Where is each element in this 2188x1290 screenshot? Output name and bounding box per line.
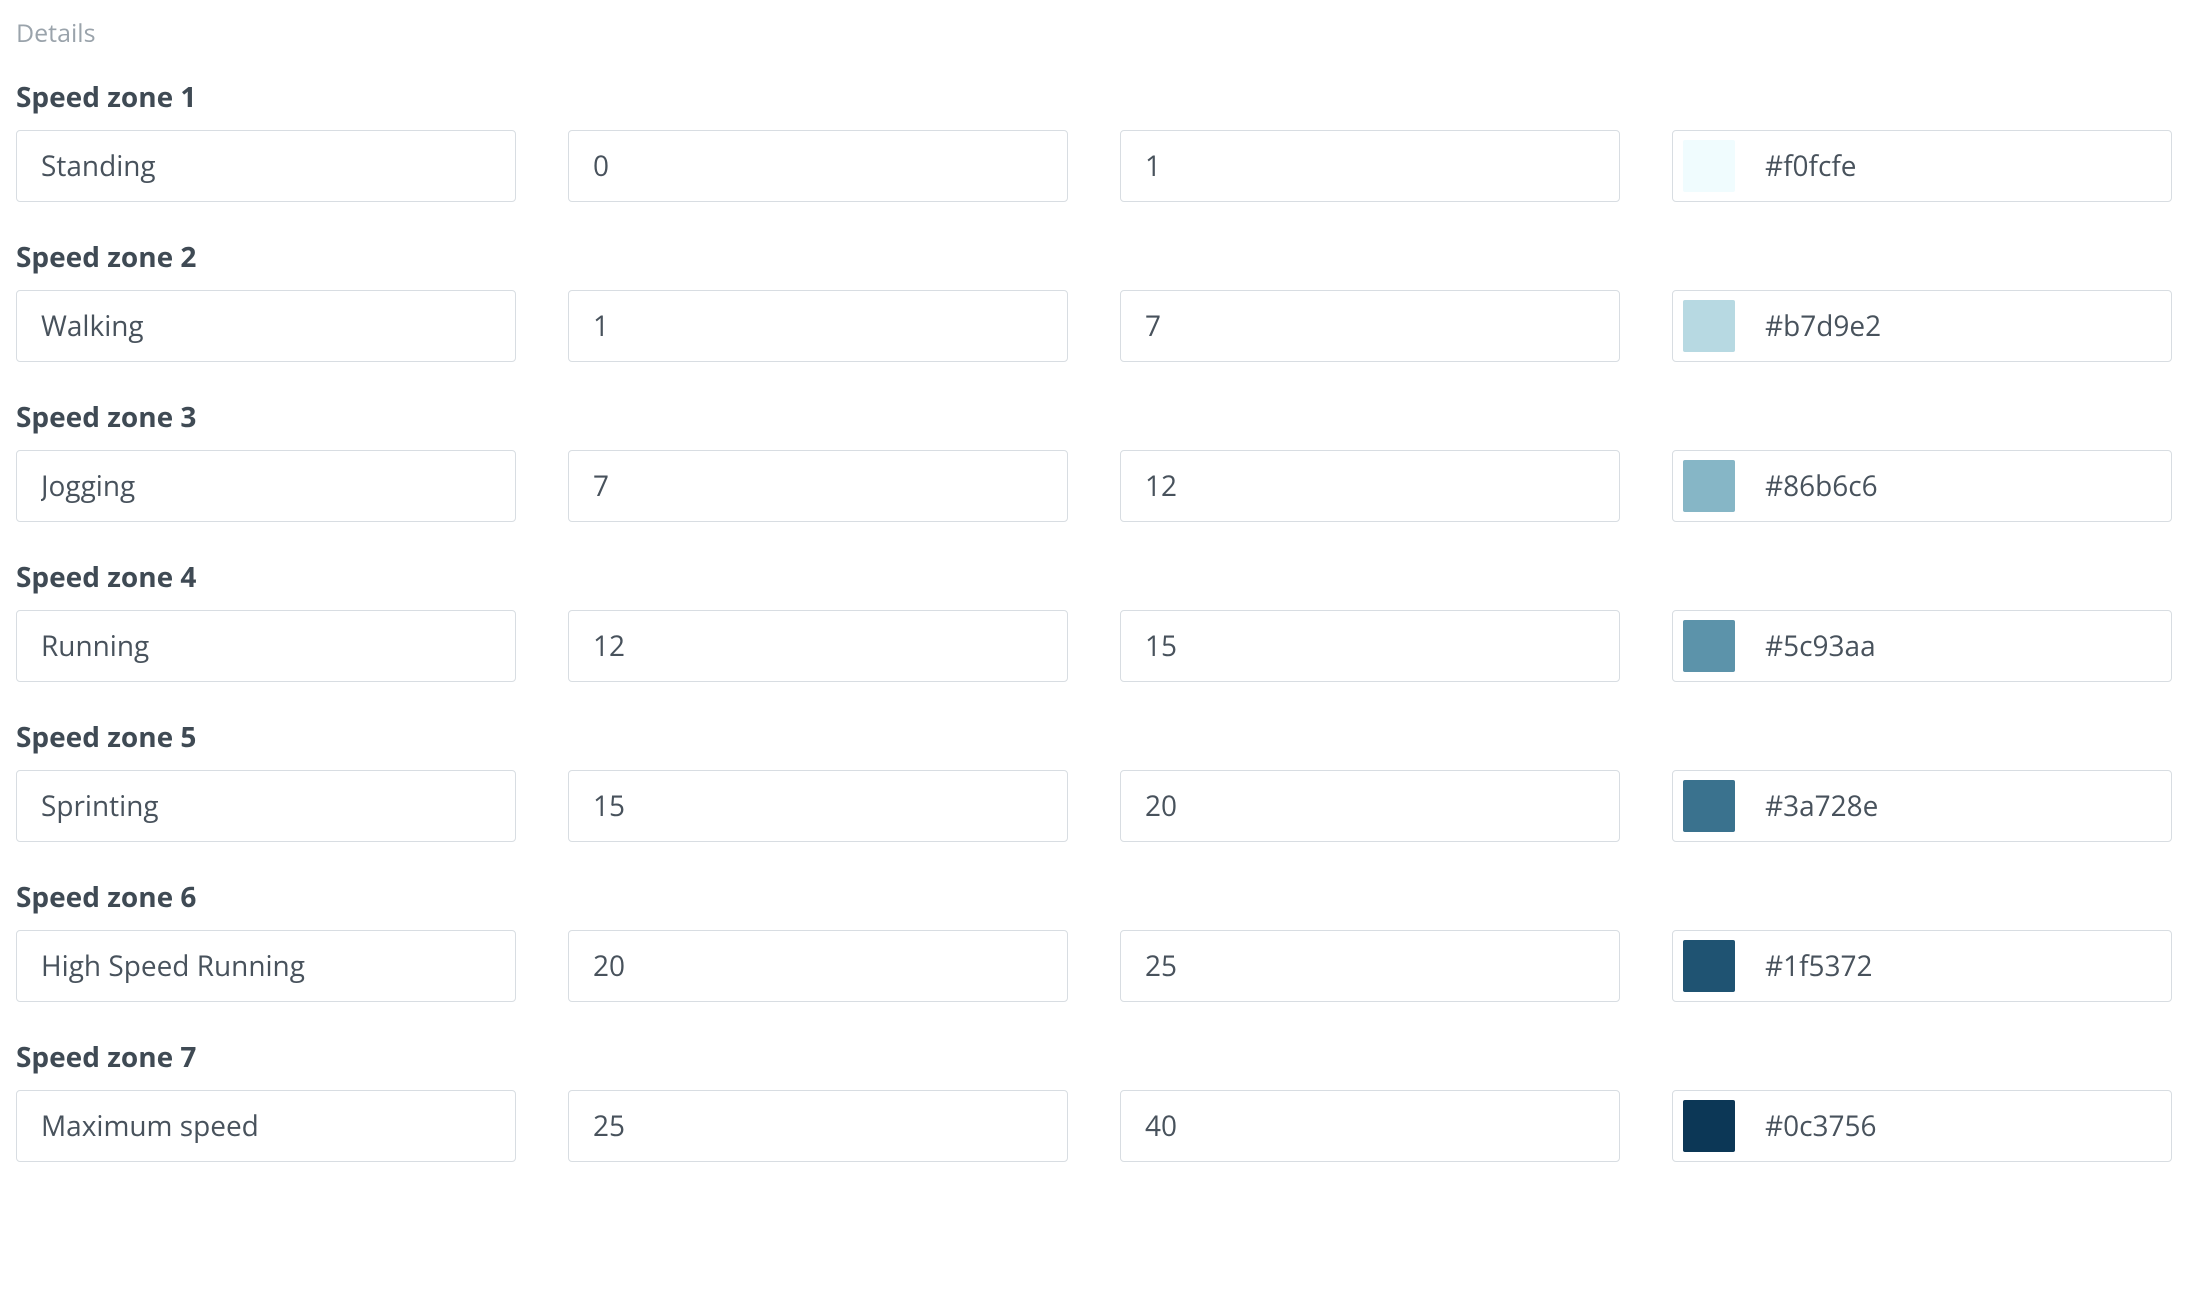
- zones-list: Speed zone 1 Speed zone 2 Speed zone 3 Spee…: [16, 78, 2172, 1162]
- zone-max-input[interactable]: [1143, 1106, 1597, 1146]
- zone-min-field[interactable]: [568, 290, 1068, 362]
- zone-max-input[interactable]: [1143, 306, 1597, 346]
- zone-block: Speed zone 6: [16, 878, 2172, 1002]
- zone-label: Speed zone 2: [16, 238, 2172, 276]
- zone-min-field[interactable]: [568, 610, 1068, 682]
- zone-row: [16, 450, 2172, 522]
- zone-name-input[interactable]: [39, 626, 493, 666]
- color-swatch[interactable]: [1683, 460, 1735, 512]
- zone-min-input[interactable]: [591, 946, 1045, 986]
- zone-color-field[interactable]: [1672, 130, 2172, 202]
- zone-color-field[interactable]: [1672, 770, 2172, 842]
- zone-min-field[interactable]: [568, 130, 1068, 202]
- zone-max-field[interactable]: [1120, 450, 1620, 522]
- zone-name-field[interactable]: [16, 770, 516, 842]
- zone-max-input[interactable]: [1143, 626, 1597, 666]
- zone-block: Speed zone 4: [16, 558, 2172, 682]
- zone-row: [16, 610, 2172, 682]
- zone-block: Speed zone 3: [16, 398, 2172, 522]
- zone-max-input[interactable]: [1143, 946, 1597, 986]
- zone-color-field[interactable]: [1672, 1090, 2172, 1162]
- zone-color-input[interactable]: [1763, 306, 2149, 346]
- zone-name-input[interactable]: [39, 786, 493, 826]
- zone-label: Speed zone 6: [16, 878, 2172, 916]
- zone-color-input[interactable]: [1763, 146, 2149, 186]
- zone-min-input[interactable]: [591, 306, 1045, 346]
- zone-color-input[interactable]: [1763, 946, 2149, 986]
- zone-min-field[interactable]: [568, 930, 1068, 1002]
- zone-block: Speed zone 1: [16, 78, 2172, 202]
- zone-color-field[interactable]: [1672, 610, 2172, 682]
- zone-color-field[interactable]: [1672, 450, 2172, 522]
- zone-name-input[interactable]: [39, 306, 493, 346]
- zone-max-input[interactable]: [1143, 786, 1597, 826]
- zone-name-field[interactable]: [16, 450, 516, 522]
- zone-min-field[interactable]: [568, 450, 1068, 522]
- zone-name-field[interactable]: [16, 130, 516, 202]
- zone-max-field[interactable]: [1120, 130, 1620, 202]
- zone-max-field[interactable]: [1120, 930, 1620, 1002]
- zone-name-input[interactable]: [39, 946, 493, 986]
- zone-name-input[interactable]: [39, 1106, 493, 1146]
- zone-name-field[interactable]: [16, 1090, 516, 1162]
- zone-name-field[interactable]: [16, 610, 516, 682]
- zone-label: Speed zone 4: [16, 558, 2172, 596]
- section-title: Details: [16, 16, 2172, 50]
- zone-color-input[interactable]: [1763, 1106, 2149, 1146]
- zone-min-input[interactable]: [591, 146, 1045, 186]
- zone-name-input[interactable]: [39, 466, 493, 506]
- zone-min-input[interactable]: [591, 626, 1045, 666]
- zone-row: [16, 1090, 2172, 1162]
- zone-row: [16, 130, 2172, 202]
- zone-min-input[interactable]: [591, 466, 1045, 506]
- color-swatch[interactable]: [1683, 1100, 1735, 1152]
- zone-color-field[interactable]: [1672, 930, 2172, 1002]
- zone-label: Speed zone 3: [16, 398, 2172, 436]
- zone-label: Speed zone 5: [16, 718, 2172, 756]
- zone-row: [16, 770, 2172, 842]
- zone-min-field[interactable]: [568, 770, 1068, 842]
- zone-label: Speed zone 1: [16, 78, 2172, 116]
- zone-max-field[interactable]: [1120, 770, 1620, 842]
- zone-max-input[interactable]: [1143, 146, 1597, 186]
- zone-name-field[interactable]: [16, 290, 516, 362]
- zone-max-field[interactable]: [1120, 610, 1620, 682]
- zone-max-field[interactable]: [1120, 1090, 1620, 1162]
- color-swatch[interactable]: [1683, 940, 1735, 992]
- zone-row: [16, 930, 2172, 1002]
- zone-min-input[interactable]: [591, 786, 1045, 826]
- zone-max-input[interactable]: [1143, 466, 1597, 506]
- zone-min-input[interactable]: [591, 1106, 1045, 1146]
- speed-zones-panel: Details Speed zone 1Speed zone 2Speed zo…: [0, 0, 2188, 1214]
- color-swatch[interactable]: [1683, 140, 1735, 192]
- zone-min-field[interactable]: [568, 1090, 1068, 1162]
- zone-block: Speed zone 7: [16, 1038, 2172, 1162]
- zone-color-input[interactable]: [1763, 786, 2149, 826]
- zone-color-field[interactable]: [1672, 290, 2172, 362]
- color-swatch[interactable]: [1683, 780, 1735, 832]
- zone-block: Speed zone 5: [16, 718, 2172, 842]
- zone-max-field[interactable]: [1120, 290, 1620, 362]
- zone-name-input[interactable]: [39, 146, 493, 186]
- color-swatch[interactable]: [1683, 620, 1735, 672]
- zone-row: [16, 290, 2172, 362]
- zone-block: Speed zone 2: [16, 238, 2172, 362]
- zone-color-input[interactable]: [1763, 626, 2149, 666]
- zone-label: Speed zone 7: [16, 1038, 2172, 1076]
- zone-name-field[interactable]: [16, 930, 516, 1002]
- color-swatch[interactable]: [1683, 300, 1735, 352]
- zone-color-input[interactable]: [1763, 466, 2149, 506]
